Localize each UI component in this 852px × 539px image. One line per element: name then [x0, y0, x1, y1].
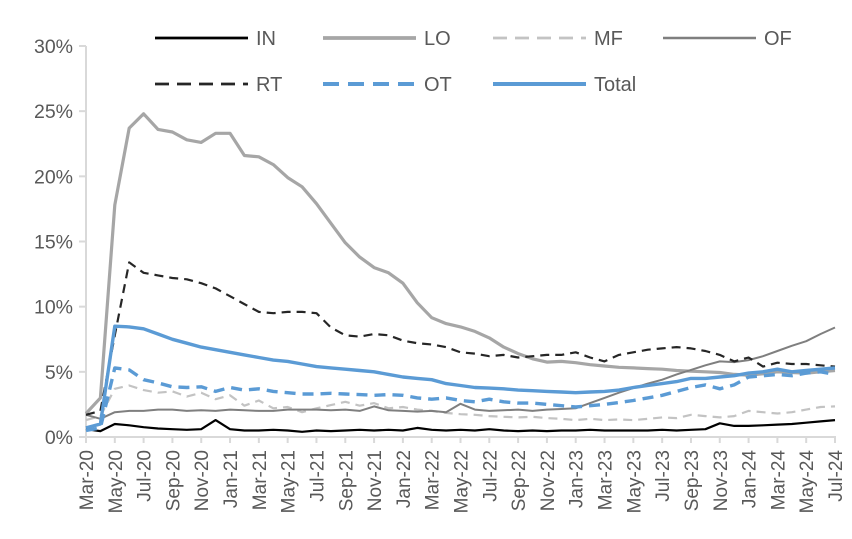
x-axis-label: Jul-20 — [135, 450, 156, 502]
x-axis-label: May-20 — [106, 450, 127, 513]
series-line-OF — [85, 326, 836, 420]
legend-label-IN: IN — [256, 28, 276, 50]
x-axis-label: Mar-20 — [77, 450, 98, 510]
legend-item-RT: RT — [155, 74, 282, 96]
x-axis-label: Jul-24 — [826, 450, 847, 502]
series-line-IN — [85, 419, 836, 433]
y-axis-label: 10% — [34, 297, 73, 319]
series-line-LO — [84, 112, 836, 415]
x-axis-label: Mar-24 — [768, 450, 789, 511]
y-axis-label: 30% — [34, 36, 73, 58]
x-axis-label: Sep-21 — [336, 450, 357, 511]
x-axis-label: Jan-22 — [394, 450, 415, 508]
x-axis-label: Sep-23 — [682, 450, 703, 511]
series-line-Total — [85, 324, 836, 430]
series-line-MF — [85, 384, 836, 422]
x-axis-label: Sep-22 — [509, 450, 530, 511]
legend-label-RT: RT — [256, 74, 282, 96]
legend-label-OT: OT — [424, 74, 452, 96]
x-axis-label: May-23 — [624, 450, 645, 513]
legend-label-OF: OF — [764, 28, 792, 50]
x-axis-label: Mar-22 — [423, 450, 444, 510]
x-axis-label: May-24 — [797, 450, 818, 514]
legend-label-Total: Total — [594, 74, 636, 96]
x-axis-label: Mar-21 — [250, 450, 271, 510]
x-axis-label: Jul-22 — [480, 450, 501, 502]
x-axis-label: Jul-23 — [653, 450, 674, 502]
legend-item-LO: LO — [323, 28, 451, 50]
legend: IN LO MF OF RT OT Total — [155, 28, 792, 96]
x-axis-label: Jul-21 — [307, 450, 328, 502]
legend-item-OF: OF — [663, 28, 792, 50]
x-axis-label: May-22 — [452, 450, 473, 513]
y-axis-label: 0% — [45, 427, 73, 449]
y-axis-label: 5% — [45, 362, 73, 384]
y-axis-label: 15% — [34, 232, 73, 254]
x-axis-label: Jan-21 — [221, 450, 242, 508]
x-axis-label: Mar-23 — [596, 450, 617, 510]
x-axis-label: Sep-20 — [163, 450, 184, 511]
legend-item-MF: MF — [493, 28, 623, 50]
x-axis-label: Nov-20 — [192, 450, 213, 511]
x-axis-label: Nov-22 — [538, 450, 559, 511]
x-axis-label: Jan-24 — [740, 450, 761, 509]
legend-item-IN: IN — [155, 28, 276, 50]
legend-label-LO: LO — [424, 28, 451, 50]
legend-item-OT: OT — [323, 74, 452, 96]
legend-label-MF: MF — [594, 28, 623, 50]
x-axis-label: May-21 — [279, 450, 300, 513]
x-axis-label: Nov-23 — [711, 450, 732, 511]
x-axis-label: Jan-23 — [567, 450, 588, 508]
y-axis-label: 25% — [34, 101, 73, 123]
series-line-RT — [85, 261, 836, 416]
y-axis-label: 20% — [34, 166, 73, 188]
legend-item-Total: Total — [493, 74, 636, 96]
x-axis-label: Nov-21 — [365, 450, 386, 511]
axes: 0% 5% 10% 15% 20% 25% 30% Mar-20 May-20 Jul-20 Sep… — [34, 36, 847, 513]
